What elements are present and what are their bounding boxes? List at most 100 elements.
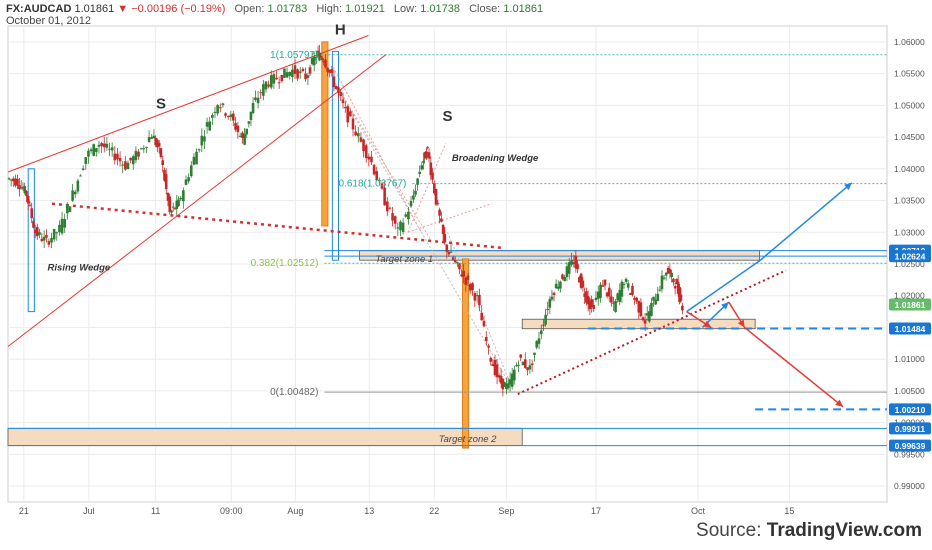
source-prefix: Source: (696, 520, 767, 541)
candle-body (409, 201, 413, 207)
candle-body (150, 137, 154, 139)
candle-body (590, 299, 593, 308)
candle-body (631, 285, 634, 295)
candle-body (585, 291, 588, 303)
x-tick-label: 13 (364, 506, 374, 516)
candle-body (586, 296, 590, 305)
candle-body (7, 178, 11, 180)
candle-body (670, 272, 673, 278)
candle-body (581, 280, 585, 288)
candle-body (416, 178, 419, 185)
y-tick-label: 1.05000 (894, 100, 925, 110)
candle-body (388, 207, 392, 209)
candle-body (578, 277, 581, 283)
candle-body (296, 69, 299, 79)
candle-body (247, 121, 251, 124)
candle-body (596, 291, 600, 299)
candle-body (519, 354, 523, 358)
y-tick-label: 1.03000 (894, 227, 925, 237)
candle-body (603, 279, 607, 286)
candle-body (95, 148, 98, 153)
right-shoulder-label: S (442, 108, 452, 125)
candle-body (28, 204, 32, 206)
candle-body (445, 244, 449, 252)
x-tick-label: 15 (784, 506, 794, 516)
candle-body (234, 122, 237, 130)
candle-body (308, 67, 312, 74)
candle-body (168, 196, 172, 212)
vertical-bar (331, 50, 340, 261)
candle-body (385, 201, 389, 212)
candle-body (84, 157, 88, 164)
candle-body (678, 286, 681, 303)
candle-body (337, 87, 340, 93)
broadening-line (332, 79, 431, 239)
candle-body (561, 274, 564, 280)
price-tag-label: 1.01861 (895, 300, 926, 310)
candle-body (426, 146, 429, 148)
candle-body (356, 133, 360, 137)
candle-body (71, 190, 74, 201)
candle-body (499, 375, 503, 384)
candle-body (396, 227, 400, 229)
candle-body (607, 287, 611, 297)
candle-body (87, 150, 90, 157)
candle-body (626, 283, 630, 288)
candle-body (326, 67, 329, 72)
y-tick-label: 1.02500 (894, 259, 925, 269)
x-tick-label: Aug (287, 506, 303, 516)
candle-body (359, 137, 363, 142)
candle-body (517, 364, 520, 366)
candle-body (592, 305, 595, 309)
candle-body (491, 364, 495, 367)
candle-body (339, 92, 343, 97)
candle-body (100, 143, 103, 147)
candle-body (139, 148, 143, 150)
candle-body (375, 171, 379, 181)
candle-body (447, 251, 451, 255)
candle-body (76, 180, 80, 192)
candle-body (624, 278, 628, 282)
drop-arrow-3-head (835, 399, 844, 407)
candle-body (16, 178, 19, 186)
price-tag-label: 1.01484 (895, 324, 926, 334)
projection-line (447, 232, 514, 392)
candle-body (33, 229, 37, 234)
candle-body (664, 272, 668, 276)
candle-body (205, 122, 209, 127)
target-zone-2-label: Target zone 2 (439, 434, 497, 445)
low-label: Low: (393, 3, 418, 15)
candle-body (304, 73, 307, 80)
candle-body (681, 305, 684, 311)
candle-body (418, 171, 422, 175)
candle-body (380, 183, 384, 189)
candle-body (171, 206, 175, 208)
candle-body (620, 281, 624, 297)
candle-body (52, 228, 56, 240)
candle-body (341, 99, 345, 104)
candle-body (40, 238, 44, 241)
candle-body (493, 359, 497, 376)
candle-body (633, 297, 636, 300)
candle-body (92, 144, 96, 156)
candle-body (635, 297, 638, 302)
y-tick-label: 1.05500 (894, 69, 925, 79)
candle-body (163, 170, 166, 181)
candle-body (23, 186, 27, 193)
candle-body (272, 74, 276, 84)
candle-body (672, 278, 675, 283)
drop-arrow-2-head (737, 319, 745, 328)
candle-body (433, 183, 436, 194)
candle-body (58, 224, 61, 233)
open-label: Open: (234, 3, 265, 15)
candle-body (367, 156, 371, 160)
candle-body (460, 274, 463, 277)
x-tick-label: 09:00 (220, 506, 243, 516)
candle-body (391, 213, 394, 221)
candle-body (378, 180, 381, 182)
candle-body (157, 142, 161, 147)
candle-body (427, 152, 431, 159)
x-tick-label: Oct (691, 506, 706, 516)
candle-body (441, 224, 445, 235)
